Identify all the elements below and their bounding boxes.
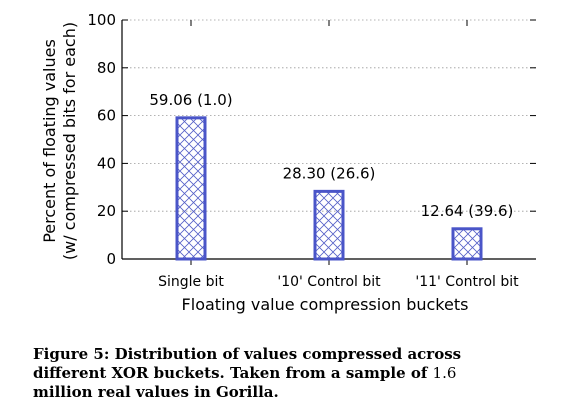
- x-axis-title: Floating value compression buckets: [182, 295, 469, 314]
- y-tick-label-100: 100: [87, 11, 116, 29]
- bar-1: [177, 118, 205, 259]
- data-label-3: 12.64 (39.6): [421, 202, 514, 220]
- bar-chart: 0 20 40 60 80 100 59.06 (1.0) 28.30 (26.6) 12.6…: [0, 0, 567, 330]
- caption-line-2: different XOR buckets. Taken from a samp…: [33, 364, 543, 383]
- y-tick-labels: 0 20 40 60 80 100: [87, 11, 116, 268]
- caption-sample-number: 1.6: [433, 364, 457, 382]
- data-label-2: 28.30 (26.6): [283, 164, 376, 182]
- bar-3: [453, 229, 481, 259]
- data-label-1: 59.06 (1.0): [149, 91, 232, 109]
- y-tick-label-80: 80: [97, 59, 116, 77]
- figure-caption: Figure 5: Distribution of values compres…: [33, 345, 543, 402]
- category-label-3: '11' Control bit: [415, 274, 519, 290]
- category-label-1: Single bit: [158, 274, 224, 290]
- y-tick-label-0: 0: [106, 250, 116, 268]
- y-tick-label-20: 20: [97, 202, 116, 220]
- bars: [177, 118, 481, 259]
- bar-2: [315, 191, 343, 259]
- caption-line-3: million real values in Gorilla.: [33, 383, 543, 402]
- y-tick-label-40: 40: [97, 154, 116, 172]
- caption-line-2-text: different XOR buckets. Taken from a samp…: [33, 364, 433, 382]
- caption-line-1: Figure 5: Distribution of values compres…: [33, 345, 543, 364]
- y-axis-title-line1: Percent of floating values: [40, 39, 59, 243]
- category-labels: Single bit '10' Control bit '11' Control b…: [158, 274, 519, 290]
- y-axis-title-line2: (w/ compressed bits for each): [60, 22, 79, 260]
- y-tick-label-60: 60: [97, 107, 116, 125]
- category-label-2: '10' Control bit: [277, 274, 381, 290]
